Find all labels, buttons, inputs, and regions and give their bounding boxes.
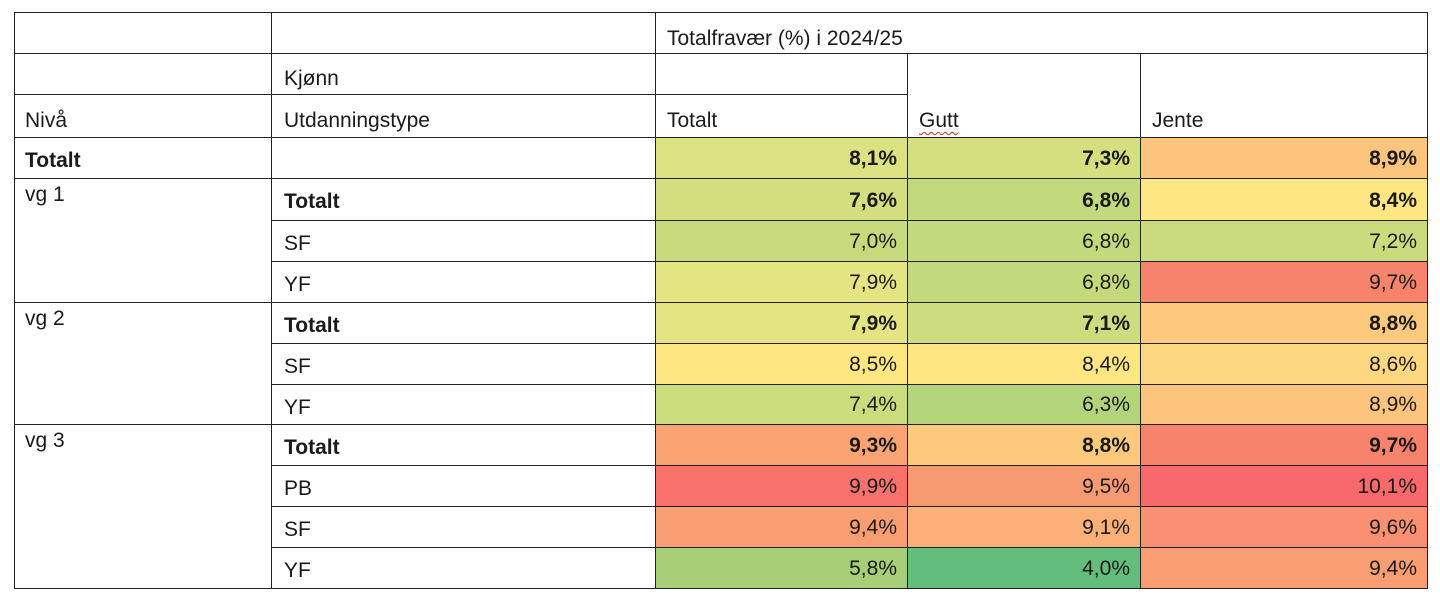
value-cell-gutt: 6,3% bbox=[907, 384, 1140, 424]
grid-line bbox=[271, 547, 1428, 548]
grid-line bbox=[271, 465, 1428, 466]
value-cell-jente: 8,8% bbox=[1140, 302, 1427, 343]
grid-line bbox=[14, 424, 1428, 425]
value-cell-gutt: 6,8% bbox=[907, 178, 1140, 220]
grid-line bbox=[655, 12, 656, 589]
kjonn-label: Kjønn bbox=[284, 67, 339, 90]
grid-line bbox=[14, 12, 1428, 13]
value-cell-totalt: 7,4% bbox=[655, 384, 907, 424]
value-cell-totalt: 9,3% bbox=[655, 424, 907, 465]
education-type-label: YF bbox=[284, 559, 311, 582]
education-type-label: SF bbox=[284, 518, 311, 541]
education-type-label: SF bbox=[284, 355, 311, 378]
value-cell-totalt: 7,6% bbox=[655, 178, 907, 220]
value-cell-jente: 8,9% bbox=[1140, 384, 1427, 424]
utdanningstype-header: Utdanningstype bbox=[284, 109, 430, 132]
grid-line bbox=[271, 94, 908, 95]
column-header-gutt: Gutt bbox=[919, 109, 959, 132]
value-cell-jente: 9,6% bbox=[1140, 506, 1427, 547]
value-cell-totalt: 8,5% bbox=[655, 343, 907, 384]
value-cell-totalt: 8,1% bbox=[655, 137, 907, 178]
value-cell-totalt: 7,0% bbox=[655, 220, 907, 261]
grid-line bbox=[271, 12, 272, 589]
grid-line bbox=[271, 506, 1428, 507]
value-cell-gutt: 9,1% bbox=[907, 506, 1140, 547]
value-cell-gutt: 9,5% bbox=[907, 465, 1140, 506]
grid-line bbox=[14, 178, 1428, 179]
grid-line bbox=[14, 53, 1428, 54]
level-label: vg 3 bbox=[25, 429, 65, 452]
niva-header: Nivå bbox=[25, 109, 68, 132]
value-cell-jente: 8,6% bbox=[1140, 343, 1427, 384]
grid-line bbox=[14, 12, 15, 589]
education-type-label: Totalt bbox=[284, 314, 340, 337]
grid-line bbox=[271, 261, 1428, 262]
value-cell-gutt: 8,4% bbox=[907, 343, 1140, 384]
education-type-label: YF bbox=[284, 396, 311, 419]
grid-line bbox=[1427, 12, 1428, 589]
value-cell-gutt: 7,1% bbox=[907, 302, 1140, 343]
level-label: vg 2 bbox=[25, 307, 65, 330]
column-header-totalt: Totalt bbox=[667, 109, 718, 132]
level-label: vg 1 bbox=[25, 183, 65, 206]
value-cell-gutt: 8,8% bbox=[907, 424, 1140, 465]
value-cell-jente: 10,1% bbox=[1140, 465, 1427, 506]
value-cell-jente: 9,4% bbox=[1140, 547, 1427, 588]
value-cell-jente: 7,2% bbox=[1140, 220, 1427, 261]
value-cell-jente: 8,9% bbox=[1140, 137, 1427, 178]
grid-line bbox=[14, 94, 272, 95]
value-cell-totalt: 7,9% bbox=[655, 302, 907, 343]
value-cell-totalt: 9,9% bbox=[655, 465, 907, 506]
education-type-label: PB bbox=[284, 477, 313, 500]
education-type-label: YF bbox=[284, 273, 311, 296]
education-type-label: Totalt bbox=[284, 190, 340, 213]
value-cell-gutt: 7,3% bbox=[907, 137, 1140, 178]
grid-line bbox=[271, 220, 1428, 221]
value-cell-jente: 9,7% bbox=[1140, 424, 1427, 465]
education-type-label: Totalt bbox=[284, 436, 340, 459]
value-cell-gutt: 4,0% bbox=[907, 547, 1140, 588]
value-cell-jente: 8,4% bbox=[1140, 178, 1427, 220]
grid-line bbox=[907, 53, 908, 589]
grid-line bbox=[14, 588, 1428, 589]
grid-line bbox=[271, 343, 1428, 344]
value-cell-totalt: 9,4% bbox=[655, 506, 907, 547]
value-cell-totalt: 7,9% bbox=[655, 261, 907, 302]
value-cell-gutt: 6,8% bbox=[907, 220, 1140, 261]
column-header-jente: Jente bbox=[1152, 109, 1204, 132]
grid-line bbox=[14, 302, 1428, 303]
grid-line bbox=[14, 137, 1428, 138]
education-type-label: SF bbox=[284, 232, 311, 255]
level-label: Totalt bbox=[25, 149, 81, 172]
value-cell-jente: 9,7% bbox=[1140, 261, 1427, 302]
value-cell-gutt: 6,8% bbox=[907, 261, 1140, 302]
value-cell-totalt: 5,8% bbox=[655, 547, 907, 588]
table-title: Totalfravær (%) i 2024/25 bbox=[667, 27, 903, 50]
grid-line bbox=[1140, 53, 1141, 589]
grid-line bbox=[271, 384, 1428, 385]
